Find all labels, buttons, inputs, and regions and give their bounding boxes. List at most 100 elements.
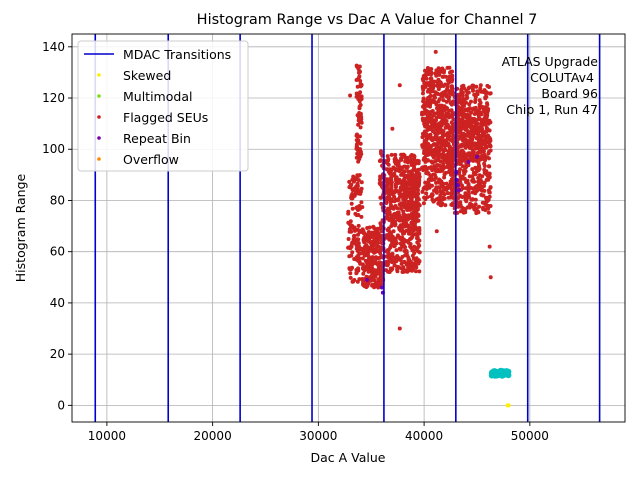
point-flagged-seus [412, 211, 417, 216]
point-flagged-seus [420, 165, 425, 170]
point-flagged-seus [448, 138, 453, 143]
point-flagged-seus [389, 213, 394, 218]
point-flagged-seus [487, 244, 492, 249]
point-flagged-seus [475, 121, 480, 126]
point-flagged-seus [438, 188, 443, 193]
point-flagged-seus [447, 91, 452, 96]
x-tick-label: 40000 [405, 429, 443, 443]
point-flagged-seus [366, 254, 371, 259]
point-flagged-seus [461, 109, 466, 114]
point-flagged-seus [356, 122, 361, 127]
point-flagged-seus [429, 126, 434, 131]
point-flagged-seus [484, 196, 488, 201]
point-flagged-seus [433, 151, 438, 156]
point-flagged-seus [424, 191, 429, 196]
point-flagged-seus [473, 165, 478, 170]
point-flagged-seus [429, 174, 434, 179]
point-flagged-seus [465, 152, 470, 157]
point-flagged-seus [397, 83, 402, 88]
point-flagged-seus [441, 98, 446, 103]
point-flagged-seus [442, 104, 447, 109]
point-flagged-seus [391, 206, 396, 211]
point-flagged-seus [361, 271, 366, 276]
point-flagged-seus [441, 197, 446, 201]
point-flagged-seus [346, 209, 351, 214]
point-flagged-seus [408, 200, 413, 205]
point-flagged-seus [434, 188, 439, 193]
point-flagged-seus [348, 275, 353, 280]
point-flagged-seus [370, 239, 375, 244]
point-flagged-seus [487, 164, 492, 169]
point-flagged-seus [467, 102, 472, 107]
point-flagged-seus [447, 144, 452, 149]
point-flagged-seus [411, 267, 415, 272]
point-flagged-seus [481, 146, 486, 151]
point-flagged-seus [469, 110, 474, 115]
point-flagged-seus [481, 90, 486, 94]
point-flagged-seus [438, 185, 443, 190]
point-flagged-seus [466, 188, 471, 193]
point-flagged-seus [359, 83, 364, 88]
point-flagged-seus [410, 253, 415, 258]
point-flagged-seus [429, 72, 433, 77]
y-tick-label: 0 [57, 398, 65, 412]
point-flagged-seus [365, 245, 370, 250]
point-flagged-seus [437, 196, 442, 200]
point-flagged-seus [435, 157, 440, 162]
point-flagged-seus [349, 267, 353, 272]
point-flagged-seus [432, 142, 437, 146]
point-flagged-seus [470, 137, 475, 142]
point-flagged-seus [432, 99, 437, 104]
point-flagged-seus [475, 187, 480, 192]
point-flagged-seus [451, 91, 456, 96]
point-flagged-seus [442, 187, 446, 192]
point-flagged-seus [401, 186, 406, 191]
point-flagged-seus [448, 76, 453, 81]
point-flagged-seus [466, 182, 471, 186]
point-flagged-seus [450, 168, 455, 173]
point-flagged-seus [437, 112, 442, 117]
point-flagged-seus [358, 125, 363, 130]
point-flagged-seus [446, 98, 451, 102]
point-flagged-seus [416, 261, 421, 266]
point-flagged-seus [482, 164, 487, 168]
point-flagged-seus [440, 129, 445, 134]
point-flagged-seus [376, 277, 381, 282]
legend-label-multimodal: Multimodal [123, 89, 192, 104]
point-flagged-seus [375, 227, 380, 232]
point-flagged-seus [379, 223, 384, 228]
point-flagged-seus [388, 180, 393, 185]
point-flagged-seus [473, 191, 478, 196]
point-flagged-seus [421, 96, 426, 101]
point-flagged-seus [471, 150, 476, 155]
point-flagged-seus [451, 117, 456, 122]
point-flagged-seus [484, 169, 489, 174]
point-flagged-seus [441, 162, 446, 167]
point-repeat-bin [456, 188, 461, 193]
x-tick-label: 10000 [88, 429, 126, 443]
point-flagged-seus [477, 173, 482, 178]
point-flagged-seus [476, 114, 481, 119]
point-flagged-seus [484, 129, 489, 134]
point-flagged-seus [416, 212, 421, 217]
point-flagged-seus [409, 178, 414, 183]
point-flagged-seus [410, 222, 414, 227]
point-flagged-seus [433, 175, 438, 180]
point-flagged-seus [408, 154, 413, 159]
point-flagged-seus [488, 275, 493, 280]
point-flagged-seus [482, 188, 487, 193]
point-flagged-seus [488, 148, 493, 153]
point-flagged-seus [416, 191, 421, 196]
point-flagged-seus [409, 163, 414, 167]
point-flagged-seus [362, 235, 367, 240]
point-flagged-seus [421, 91, 425, 96]
point-flagged-seus [403, 269, 408, 274]
point-flagged-seus [401, 154, 406, 159]
point-flagged-seus [391, 229, 396, 234]
point-flagged-seus [423, 164, 428, 169]
point-flagged-seus [477, 129, 482, 134]
point-flagged-seus [379, 201, 384, 206]
point-repeat-bin [474, 154, 479, 159]
point-flagged-seus [474, 143, 479, 147]
point-flagged-seus [445, 65, 450, 70]
